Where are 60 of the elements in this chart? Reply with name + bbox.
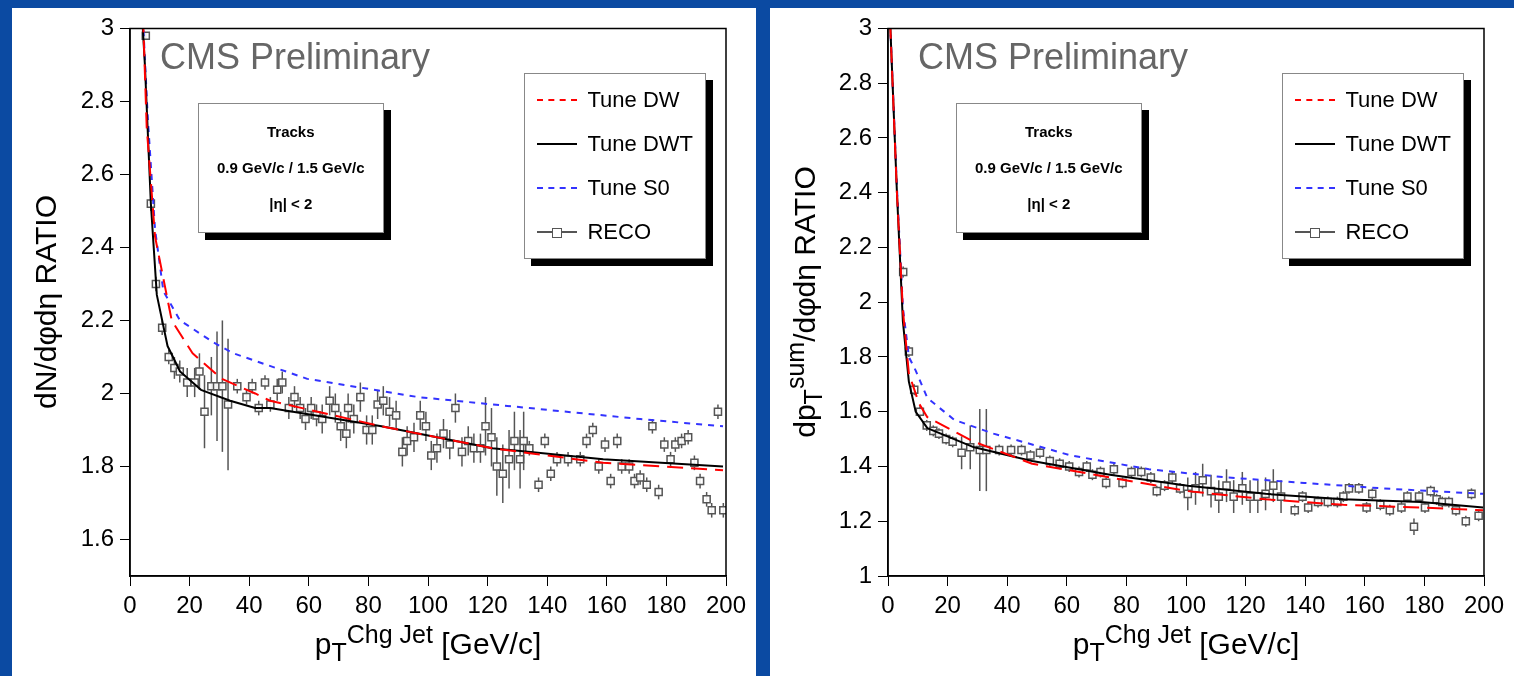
x-tick-label: 0 (881, 591, 895, 619)
x-tick-label: 20 (176, 591, 203, 619)
y-tick-label: 3 (858, 13, 872, 41)
x-tick-label: 200 (1463, 591, 1505, 619)
annotation: Tracks (1024, 122, 1074, 143)
x-tick-label: 160 (1344, 591, 1385, 619)
y-tick-label: 1.4 (838, 451, 872, 479)
y-axis-title: dN/dφdη RATIO (29, 195, 63, 410)
y-tick-label: 2.2 (838, 232, 872, 260)
y-tick-label: 2.6 (838, 122, 872, 150)
legend-label: RECO (587, 219, 652, 246)
x-tick-label: 40 (993, 591, 1021, 619)
y-tick-label: 2.6 (80, 159, 114, 187)
x-tick-label: 0 (123, 591, 137, 619)
y-tick-label: 2.2 (80, 305, 114, 333)
legend-label: RECO (1345, 219, 1410, 246)
x-tick-label: 80 (355, 591, 382, 619)
y-tick-label: 1.8 (838, 341, 872, 369)
x-axis-title: p$_{T}$$^{Chg Jet}$ [GeV/c] (314, 620, 542, 667)
annotation: Tracks (266, 122, 316, 143)
annotation: CMS Preliminary (160, 36, 431, 79)
y-tick-label: 2.4 (838, 177, 872, 205)
annotation: 0.9 GeV/c / 1.5 GeV/c (217, 158, 365, 179)
legend-label: Tune DW (1345, 87, 1438, 114)
y-tick-label: 1.6 (838, 396, 872, 424)
x-tick-label: 60 (1053, 591, 1081, 619)
x-tick-label: 140 (1285, 591, 1326, 619)
annotation: 0.9 GeV/c / 1.5 GeV/c (975, 158, 1123, 179)
x-tick-label: 100 (407, 591, 449, 619)
x-tick-label: 40 (235, 591, 263, 619)
x-tick-label: 180 (646, 591, 687, 619)
legend-label: Tune S0 (587, 175, 670, 202)
y-tick-label: 1.8 (80, 451, 114, 479)
y-tick-label: 3 (100, 13, 114, 41)
x-tick-label: 20 (934, 591, 961, 619)
legend-label: Tune DWT (587, 131, 693, 158)
x-tick-label: 160 (586, 591, 627, 619)
y-tick-label: 2.8 (838, 67, 872, 95)
y-tick-label: 2 (100, 378, 114, 406)
y-tick-label: 1.6 (80, 524, 114, 552)
legend-label: Tune DW (587, 87, 680, 114)
x-axis-title: p$_{T}$$^{Chg Jet}$ [GeV/c] (1072, 620, 1300, 667)
y-tick-label: 1 (858, 560, 872, 588)
x-tick-label: 140 (527, 591, 568, 619)
x-tick-label: 120 (467, 591, 508, 619)
x-tick-label: 80 (1113, 591, 1140, 619)
annotation: |η| < 2 (268, 194, 314, 215)
x-tick-label: 120 (1225, 591, 1266, 619)
annotation: CMS Preliminary (918, 36, 1189, 79)
x-tick-label: 100 (1165, 591, 1207, 619)
y-tick-label: 2 (858, 286, 872, 314)
y-tick-label: 2.8 (80, 86, 114, 114)
y-tick-label: 2.4 (80, 232, 114, 260)
x-tick-label: 180 (1404, 591, 1445, 619)
legend-label: Tune S0 (1345, 175, 1428, 202)
x-tick-label: 60 (295, 591, 323, 619)
y-tick-label: 1.2 (838, 505, 872, 533)
legend-label: Tune DWT (1345, 131, 1451, 158)
x-tick-label: 200 (705, 591, 747, 619)
annotation: |η| < 2 (1026, 194, 1072, 215)
